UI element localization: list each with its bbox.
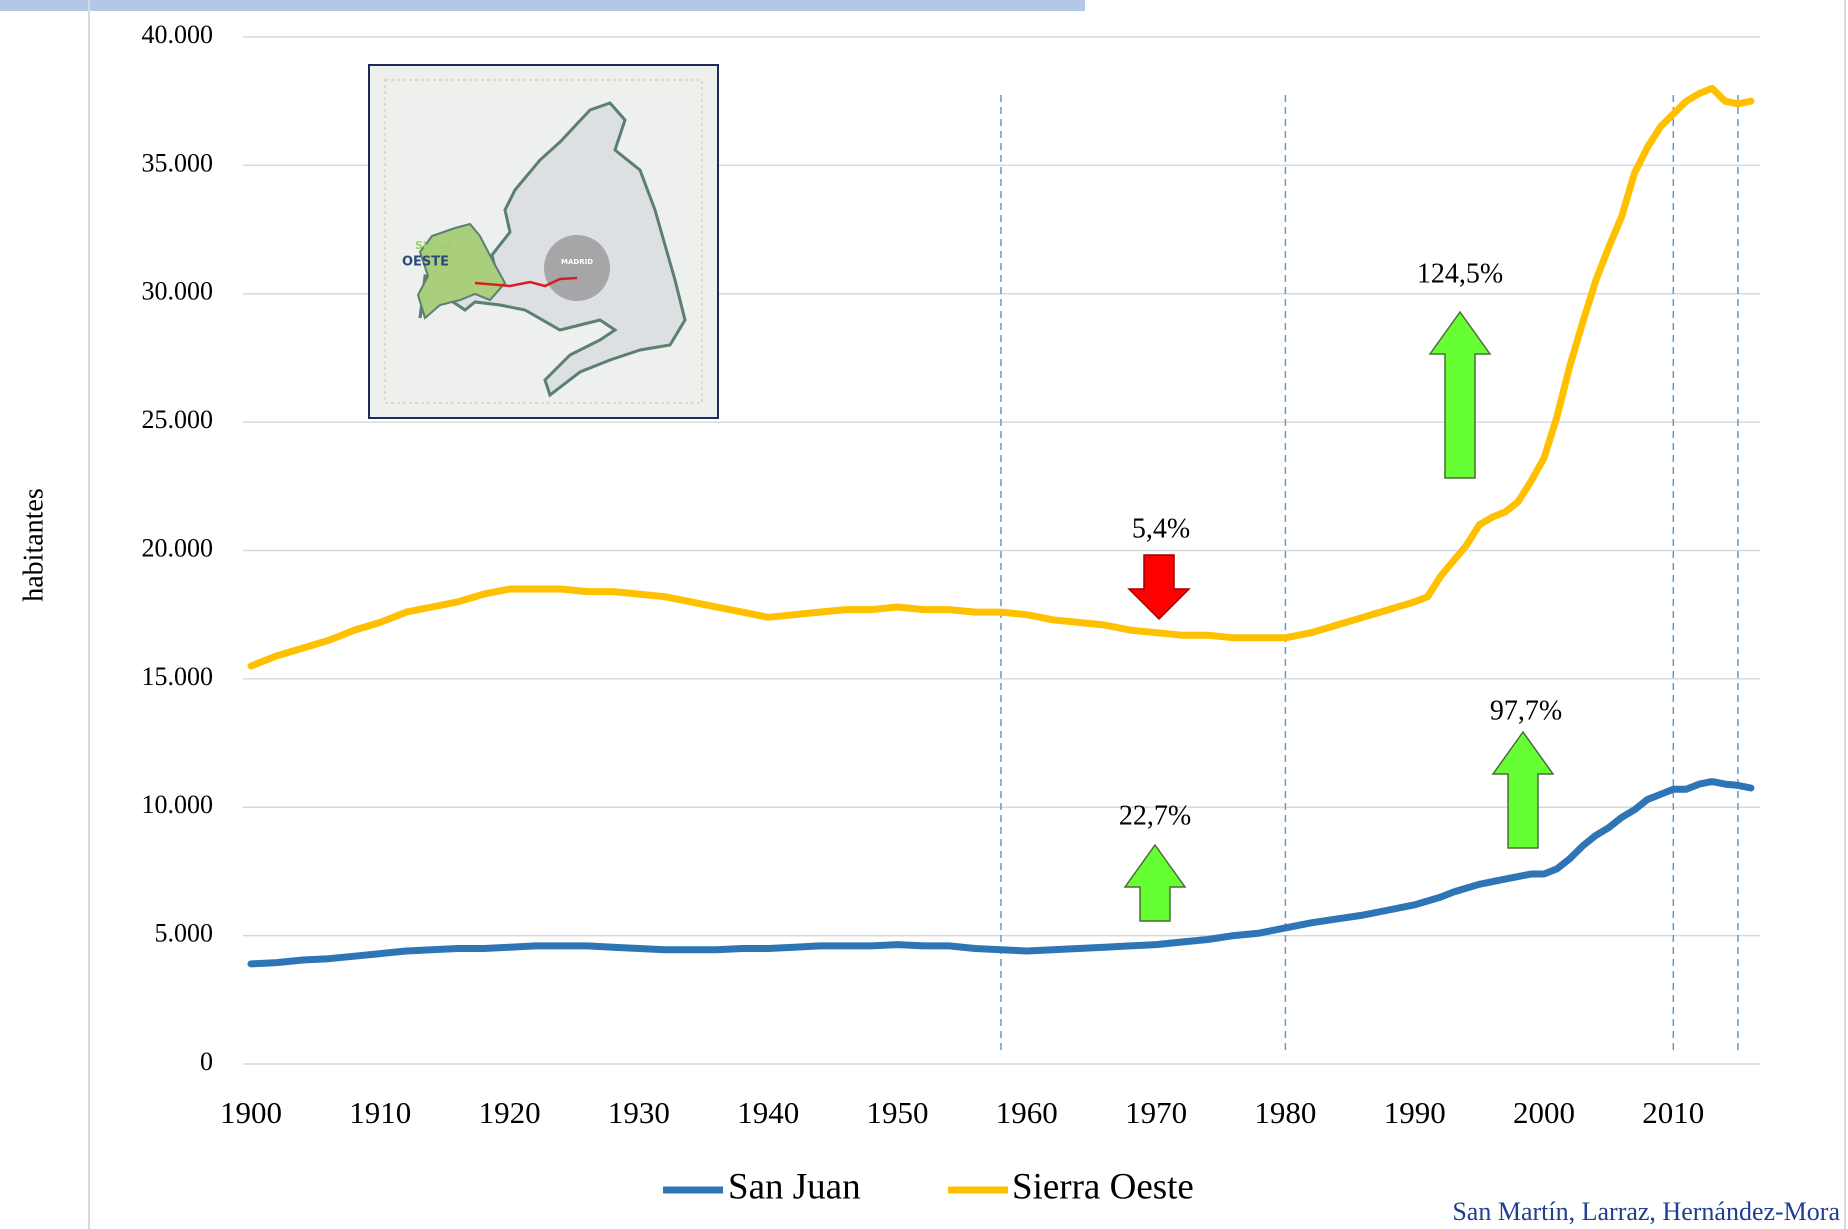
x-tick-label: 1930 xyxy=(608,1095,670,1130)
y-tick-label: 40.000 xyxy=(142,20,214,49)
annotation: 124,5% xyxy=(1417,258,1503,289)
arrow xyxy=(1127,554,1191,621)
madrid-circle xyxy=(544,235,610,301)
x-tick-label: 2010 xyxy=(1642,1095,1704,1130)
x-tick-label: 1960 xyxy=(996,1095,1058,1130)
x-tick-label: 1970 xyxy=(1125,1095,1187,1130)
y-tick-label: 25.000 xyxy=(142,405,214,434)
inset-label: OESTE xyxy=(402,255,449,270)
inset-map: Sierra OESTE MADRID xyxy=(368,64,719,419)
x-tick-label: 1940 xyxy=(737,1095,799,1130)
inset-label: Sierra xyxy=(415,239,452,252)
y-tick-label: 10.000 xyxy=(142,790,214,819)
source: San Martín, Larraz, Hernández-Mora xyxy=(1452,1197,1840,1226)
plot: 0 5.000 10.000 15.000 20.000 25.000 30.000 35.0… xyxy=(142,20,1760,1207)
annotation: 22,7% xyxy=(1119,800,1191,831)
y-tick-label: 20.000 xyxy=(142,533,214,562)
x-tick-label: 1990 xyxy=(1384,1095,1446,1130)
x-tick-label: 1920 xyxy=(479,1095,541,1130)
arrow xyxy=(1428,310,1492,479)
y-tick-label: 15.000 xyxy=(142,662,214,691)
x-tick-label: 1910 xyxy=(349,1095,411,1130)
route xyxy=(474,276,578,288)
inset-label: MADRID xyxy=(561,258,593,266)
series-line xyxy=(247,84,1755,670)
y-tick-label: 30.000 xyxy=(142,277,214,306)
y-axis-label: habitantes xyxy=(18,488,49,602)
x-tick-label: 1950 xyxy=(867,1095,929,1130)
arrow xyxy=(1123,843,1187,922)
y-tick-label: 5.000 xyxy=(155,919,214,948)
top-bar xyxy=(0,0,1085,11)
y-tick-label: 35.000 xyxy=(142,148,214,177)
series-line xyxy=(247,778,1755,968)
x-tick-label: 1980 xyxy=(1254,1095,1316,1130)
x-tick-label: 1900 xyxy=(220,1095,282,1130)
x-tick-label: 2000 xyxy=(1513,1095,1575,1130)
arrow xyxy=(1491,730,1555,849)
inset-border xyxy=(384,79,703,404)
annotation: 97,7% xyxy=(1490,695,1562,726)
annotation: 5,4% xyxy=(1132,513,1190,544)
legend-label: San Juan xyxy=(728,1166,861,1207)
y-tick-label: 0 xyxy=(200,1047,213,1076)
legend-label: Sierra Oeste xyxy=(1012,1166,1194,1207)
region-sierra-oeste xyxy=(416,222,507,320)
